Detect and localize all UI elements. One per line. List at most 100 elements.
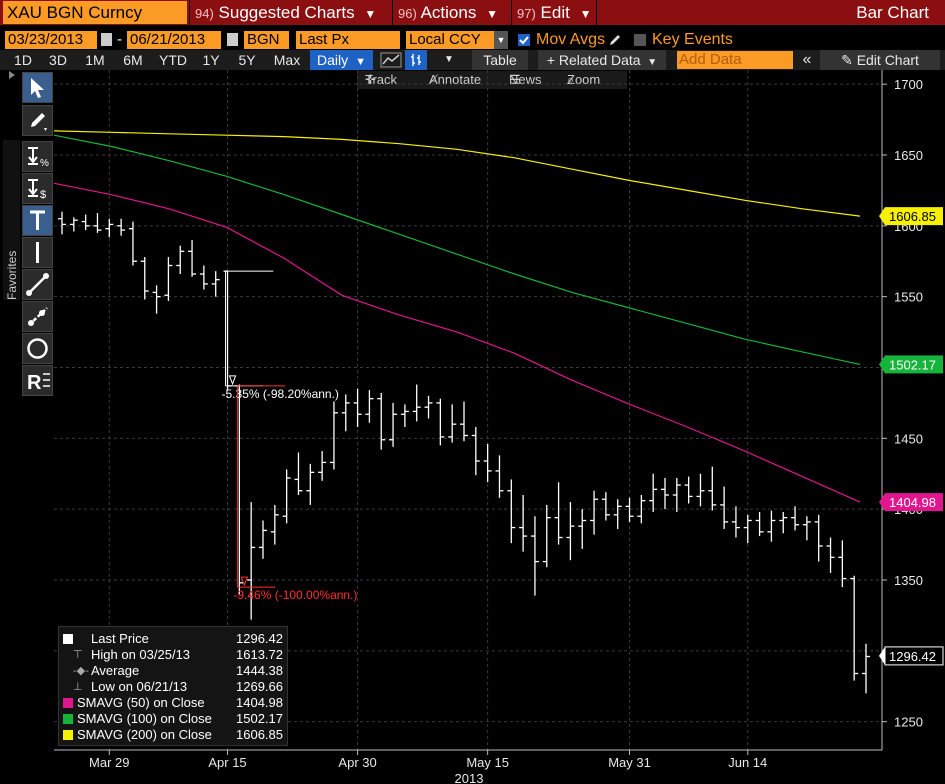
legend-row-last-price: Last Price 1296.42	[63, 631, 287, 647]
percent-change-tool-button[interactable]: %	[22, 141, 53, 172]
ma-value-label: 1606.85	[889, 209, 936, 224]
annotate-label: Annotate	[429, 72, 482, 87]
source-input[interactable]: BGN	[244, 31, 289, 49]
moving-average-line	[53, 134, 861, 365]
legend-row-sma100: SMAVG (100) on Close 1502.17	[63, 711, 287, 727]
legend-value: 1444.38	[236, 663, 283, 678]
x-axis: Mar 29 Apr 15 Apr 30 May 15 May 31 Jun 14 2013	[54, 749, 882, 784]
period-max-button[interactable]: Max	[273, 52, 301, 68]
period-3d-button[interactable]: 3D	[49, 52, 67, 68]
legend-value: 1296.42	[236, 631, 283, 646]
period-6m-button[interactable]: 6M	[123, 52, 143, 68]
key-events-checkbox[interactable]	[634, 34, 646, 46]
period-ytd-button[interactable]: YTD	[159, 52, 187, 68]
ma-value-tag	[885, 207, 943, 226]
moving-averages	[53, 130, 861, 503]
ohlc-bar	[247, 502, 256, 620]
ohlc-bar	[128, 221, 137, 266]
currency-dropdown-icon[interactable]: ▼	[494, 31, 508, 49]
ohlc-bar	[341, 394, 350, 432]
ohlc-bar	[306, 463, 315, 505]
circle-tool-button[interactable]	[22, 333, 53, 364]
table-button[interactable]: Table	[472, 50, 528, 70]
moving-average-line	[53, 182, 861, 503]
ticker-field[interactable]: XAU BGN Curncy	[3, 1, 187, 24]
pencil-icon: ✎	[841, 52, 857, 68]
ohlc-bar	[117, 218, 126, 236]
ohlc-bar	[637, 495, 646, 524]
mov-avgs-label: Mov Avgs	[536, 31, 606, 48]
ohlc-bar	[365, 390, 374, 423]
text-tool-button[interactable]	[22, 205, 53, 236]
chart-type-dropdown-icon[interactable]: ▼	[444, 54, 454, 65]
vertical-line-tool-button[interactable]	[22, 237, 53, 268]
ohlc-bar	[93, 213, 102, 233]
percent-change-icon: %	[28, 147, 49, 169]
favorites-strip[interactable]	[3, 140, 20, 300]
x-tick-label: May 31	[608, 755, 651, 770]
ohlc-bar	[211, 271, 220, 297]
add-data-input[interactable]: Add Data	[677, 51, 793, 69]
y-tick-label: 1300	[894, 644, 923, 659]
dollar-change-tool-button[interactable]: $	[22, 173, 53, 204]
ohlc-bar	[755, 512, 764, 537]
period-1d-button[interactable]: 1D	[14, 52, 32, 68]
ohlc-bar	[613, 499, 622, 529]
period-5y-button[interactable]: 5Y	[238, 52, 256, 68]
pen-tool-button[interactable]	[22, 105, 53, 136]
actions-menu[interactable]: 96) Actions ▼	[398, 3, 498, 22]
ohlc-bar	[164, 257, 173, 301]
expand-icon[interactable]	[9, 71, 15, 79]
ma-value-label: 1404.98	[889, 495, 936, 510]
retracement-icon: R	[27, 372, 50, 394]
suggested-charts-label: Suggested Charts	[218, 3, 355, 22]
svg-text:$: $	[40, 189, 46, 201]
field-input[interactable]: Last Px	[296, 31, 400, 49]
legend-value: 1606.85	[236, 727, 283, 742]
x-year-label: 2013	[455, 771, 484, 784]
y-tick-label: 1600	[894, 219, 923, 234]
calendar-icon[interactable]	[101, 33, 112, 46]
last-price-tag	[884, 646, 944, 666]
cursor-tool-button[interactable]	[22, 72, 53, 103]
line-chart-icon[interactable]	[380, 52, 402, 68]
calendar-icon[interactable]	[227, 33, 238, 46]
ohlc-bar	[270, 504, 279, 545]
mov-avgs-checkbox[interactable]	[518, 34, 530, 46]
x-tick-label: Mar 29	[89, 755, 129, 770]
edit-chart-button[interactable]: ✎ Edit Chart	[820, 50, 940, 70]
pencil-icon[interactable]	[608, 33, 622, 47]
legend-name: Last Price	[91, 631, 149, 646]
edit-menu[interactable]: 97) Edit ▼	[517, 3, 592, 22]
ray-tool-button[interactable]	[22, 301, 53, 332]
ohlc-bar	[814, 514, 823, 562]
period-1m-button[interactable]: 1M	[85, 52, 105, 68]
ohlc-bar	[223, 270, 232, 391]
last-price-tag-arrow	[879, 646, 885, 665]
legend-name: SMAVG (100) on Close	[77, 711, 212, 726]
collapse-icon[interactable]: «	[802, 51, 812, 68]
ohlc-bar	[862, 643, 870, 694]
ohlc-bar	[743, 514, 752, 544]
frequency-select[interactable]: Daily ▼	[310, 50, 373, 70]
related-data-button[interactable]: + Related Data ▼	[538, 50, 666, 70]
end-date-input[interactable]: 06/21/2013	[127, 31, 221, 49]
trendline-tool-button[interactable]	[22, 269, 53, 300]
ohlc-bar	[779, 512, 788, 534]
legend-swatch	[63, 730, 73, 740]
ohlc-bar	[483, 444, 492, 483]
bar-chart-type-icon[interactable]	[405, 50, 427, 70]
legend-value: 1613.72	[236, 647, 283, 662]
chart-toolbar: ✛ Track ⟋ Annotate ☰ News ⌕ Zoom	[357, 71, 627, 89]
ohlc-bar	[69, 217, 78, 232]
currency-select[interactable]: Local CCY	[406, 31, 496, 49]
suggested-charts-menu[interactable]: 94) Suggested Charts ▼	[195, 3, 377, 22]
ohlc-bar	[826, 537, 835, 573]
retracement-tool-button[interactable]: R	[22, 365, 53, 396]
period-1y-button[interactable]: 1Y	[202, 52, 220, 68]
measure-annotations: -5.35% (-98.20%ann.) -9.46% (-100.00%ann.…	[222, 270, 357, 602]
ma-value-tag-arrow	[879, 207, 885, 226]
start-date-input[interactable]: 03/23/2013	[5, 31, 97, 49]
high-marker-icon: ⊤	[73, 649, 83, 661]
ohlc-bar	[731, 506, 740, 538]
